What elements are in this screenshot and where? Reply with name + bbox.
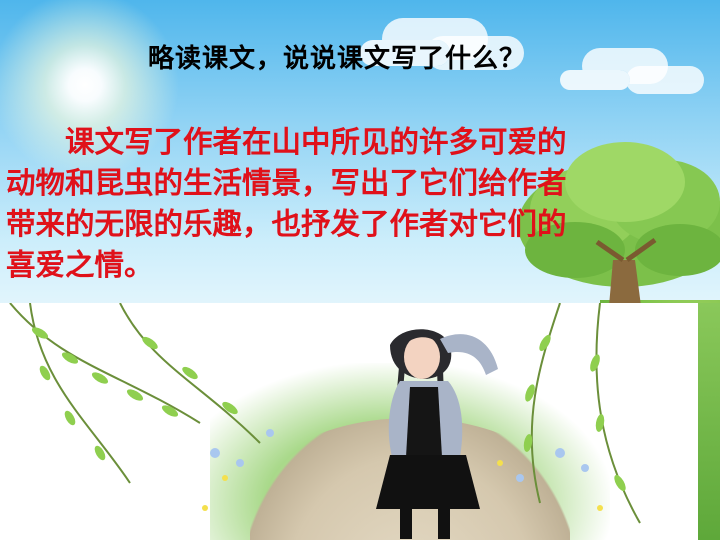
vine-icon	[9, 303, 641, 524]
girl-garden-photo	[0, 303, 698, 540]
sun-glow-icon	[0, 0, 180, 180]
girl-figure	[376, 329, 498, 539]
cloud-icon	[560, 70, 630, 90]
hills-edge	[698, 303, 720, 540]
cloud-icon	[360, 40, 450, 66]
slide-title: 略读课文，说说课文写了什么？	[148, 44, 527, 74]
summary-paragraph: 课文写了作者在山中所见的许多可爱的 动物和昆虫的生活情景，写出了它们给作者 带来…	[6, 125, 567, 282]
tree-icon	[518, 142, 720, 306]
